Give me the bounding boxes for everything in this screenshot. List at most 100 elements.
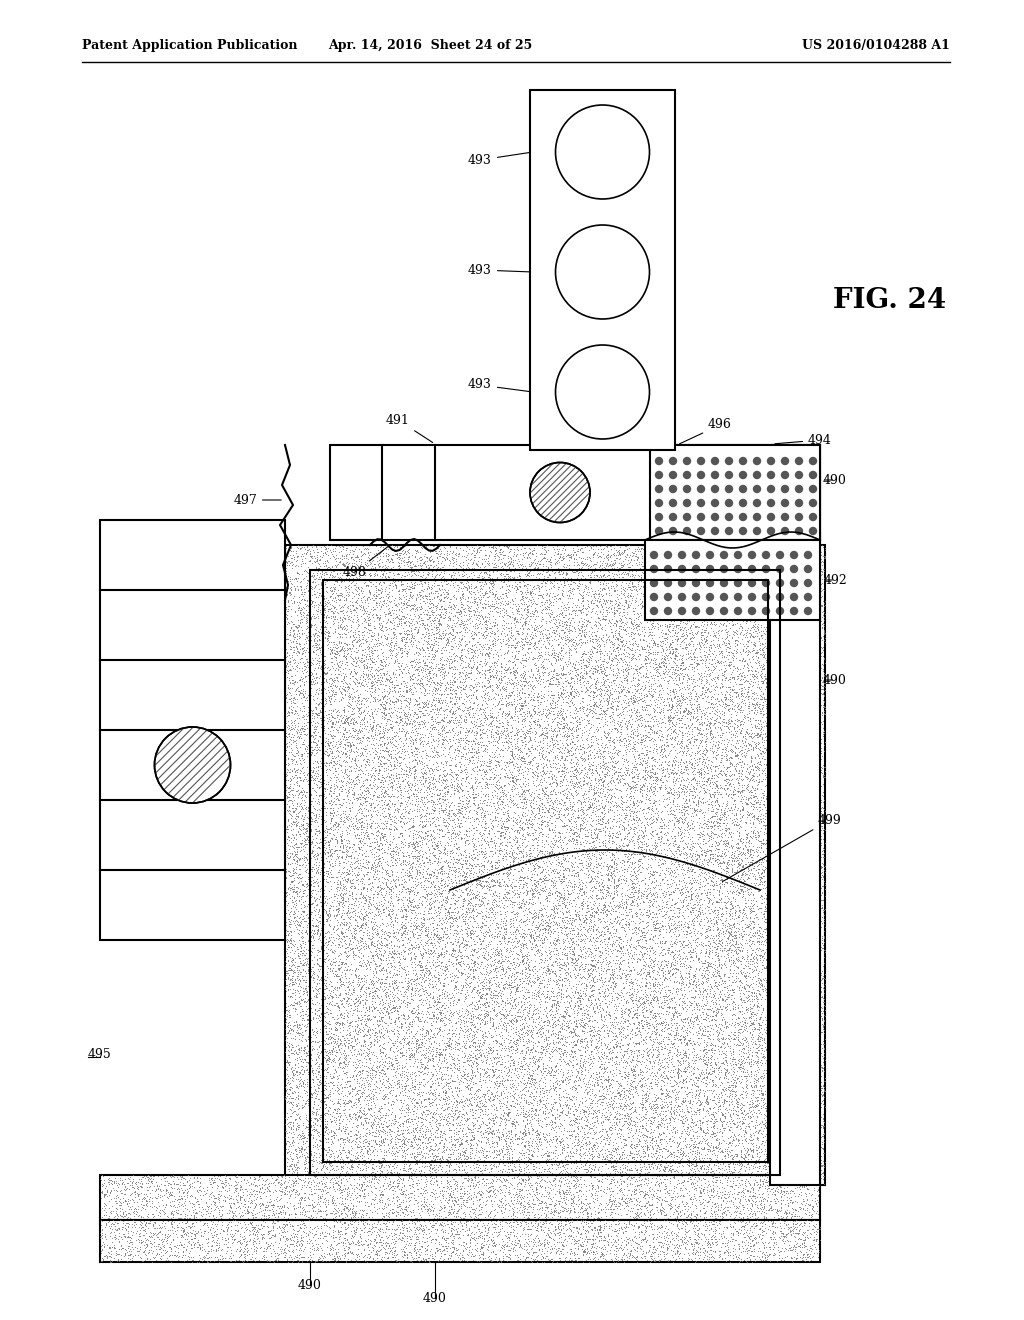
Point <box>512 809 528 830</box>
Point <box>701 488 718 510</box>
Point <box>764 1036 780 1057</box>
Point <box>483 553 500 574</box>
Point <box>813 1056 829 1077</box>
Point <box>353 968 370 989</box>
Point <box>385 987 401 1008</box>
Point <box>601 583 617 605</box>
Point <box>710 668 726 689</box>
Point <box>318 902 335 923</box>
Point <box>475 1084 492 1105</box>
Point <box>100 743 117 764</box>
Point <box>811 447 827 469</box>
Point <box>699 957 716 978</box>
Point <box>496 780 512 801</box>
Point <box>313 942 330 964</box>
Point <box>127 700 143 721</box>
Point <box>373 1045 389 1067</box>
Point <box>555 886 571 907</box>
Point <box>602 772 618 793</box>
Point <box>597 709 613 730</box>
Point <box>449 861 465 882</box>
Point <box>513 1180 529 1201</box>
Point <box>457 484 473 506</box>
Point <box>344 841 360 862</box>
Point <box>666 859 682 880</box>
Point <box>323 803 339 824</box>
Point <box>486 851 503 873</box>
Point <box>541 1001 557 1022</box>
Point <box>219 886 236 907</box>
Point <box>699 1015 716 1036</box>
Point <box>676 540 692 561</box>
Point <box>812 1069 828 1090</box>
Point <box>744 836 761 857</box>
Point <box>522 1224 539 1245</box>
Point <box>393 628 410 649</box>
Point <box>584 598 600 619</box>
Point <box>111 902 127 923</box>
Point <box>812 488 828 510</box>
Point <box>247 830 263 851</box>
Point <box>471 718 487 739</box>
Point <box>782 1018 799 1039</box>
Point <box>293 867 309 888</box>
Point <box>563 1089 580 1110</box>
Point <box>801 549 817 570</box>
Point <box>620 875 636 896</box>
Point <box>630 825 646 846</box>
Point <box>766 1036 782 1057</box>
Point <box>791 706 807 727</box>
Point <box>213 586 229 607</box>
Point <box>697 568 714 589</box>
Point <box>313 903 330 924</box>
Point <box>252 838 268 859</box>
Point <box>251 742 267 763</box>
Point <box>325 488 341 510</box>
Point <box>452 1117 468 1138</box>
Point <box>233 675 250 696</box>
Point <box>456 520 472 541</box>
Point <box>554 1085 570 1106</box>
Point <box>697 565 714 586</box>
Point <box>283 950 299 972</box>
Point <box>486 570 503 591</box>
Point <box>714 841 730 862</box>
Point <box>782 942 799 964</box>
Point <box>352 1107 369 1129</box>
Point <box>794 750 810 771</box>
Point <box>465 940 481 961</box>
Point <box>793 543 809 564</box>
Point <box>465 867 481 888</box>
Point <box>291 634 307 655</box>
Point <box>691 743 708 764</box>
Point <box>371 969 387 990</box>
Point <box>396 581 413 602</box>
Point <box>335 788 351 809</box>
Point <box>153 517 169 539</box>
Point <box>174 1217 190 1238</box>
Point <box>305 628 322 649</box>
Point <box>273 564 290 585</box>
Point <box>113 858 129 879</box>
Point <box>754 624 770 645</box>
Point <box>813 809 829 830</box>
Point <box>666 758 682 779</box>
Point <box>204 552 220 573</box>
Point <box>183 644 200 665</box>
Point <box>344 564 360 585</box>
Point <box>671 741 687 762</box>
Point <box>790 711 806 733</box>
Point <box>281 1078 297 1100</box>
Point <box>118 630 134 651</box>
Point <box>282 1204 298 1225</box>
Point <box>99 682 116 704</box>
Point <box>262 759 279 780</box>
Point <box>648 953 665 974</box>
Point <box>771 525 787 546</box>
Point <box>682 780 698 801</box>
Point <box>761 1096 777 1117</box>
Point <box>726 610 742 631</box>
Point <box>275 793 292 814</box>
Point <box>638 663 654 684</box>
Point <box>728 944 744 965</box>
